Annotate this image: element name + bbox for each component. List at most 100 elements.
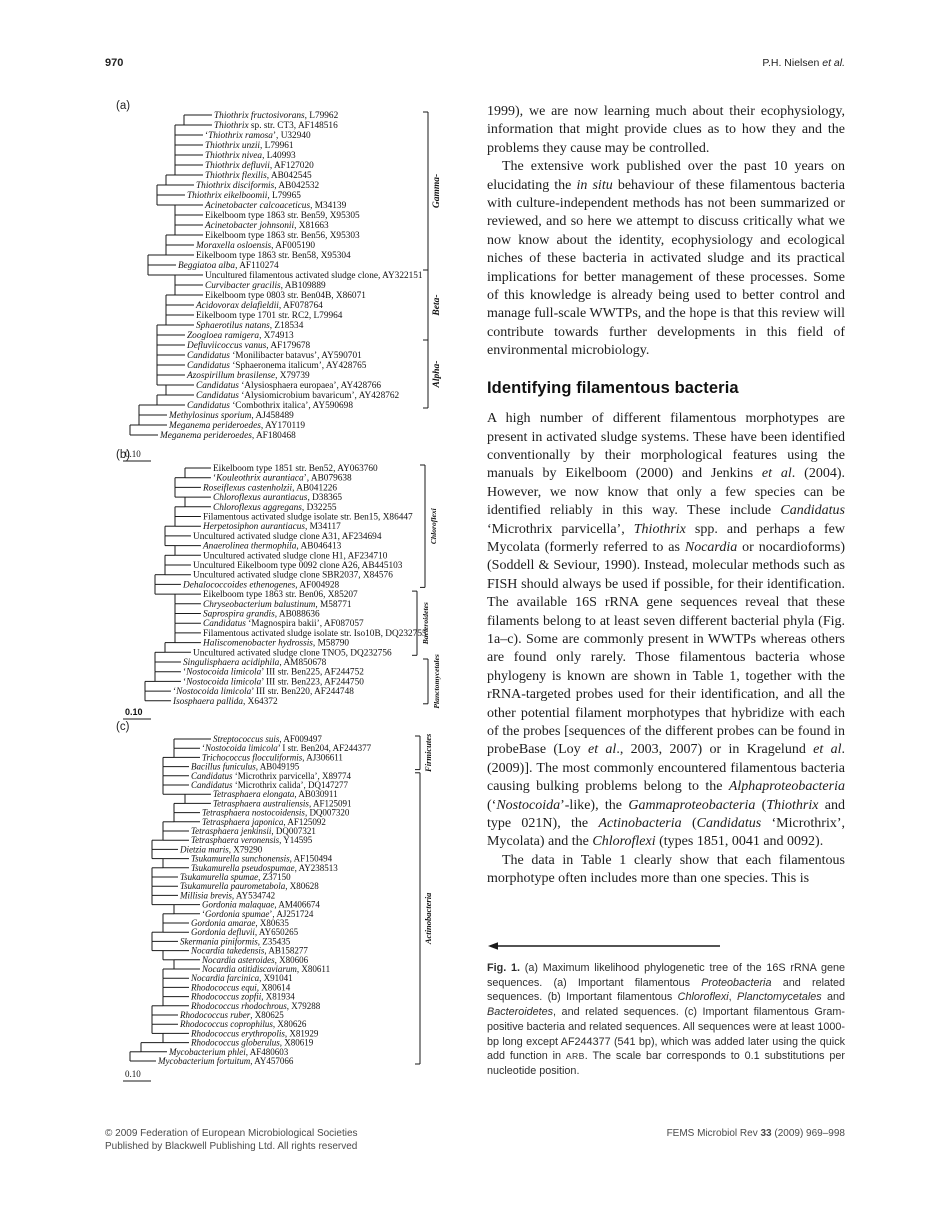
taxon-label: Acinetobacter calcoaceticus, M34139 [204, 201, 347, 211]
panel-a-tag: (a) [116, 100, 131, 112]
taxon-label: Rhodococcus zopfii, X81934 [190, 992, 295, 1002]
paragraph: The extensive work published over the pa… [487, 159, 845, 359]
taxon-label: Tetrasphaera australiensis, AF125091 [213, 798, 351, 808]
taxon-label: Mycobacterium phlei, AF480603 [168, 1047, 289, 1057]
taxon-label: Thiothrix nivea, L40993 [205, 151, 296, 161]
clade-group-label: Actinobacteria [423, 892, 433, 945]
taxon-label: Singulisphaera acidiphila, AM850678 [183, 658, 327, 668]
taxon-label: Haliscomenobacter hydrossis, M58790 [202, 639, 349, 649]
phylogenetic-tree-c: Streptococcus suis, AF009497‘Nostocoida … [123, 733, 433, 1082]
taxon-label: ‘Kouleothrix aurantiaca’, AB079638 [213, 474, 352, 484]
page-footer: © 2009 Federation of European Microbiolo… [105, 1127, 845, 1153]
taxon-label: Filamentous activated sludge isolate str… [203, 513, 413, 523]
taxon-label: Curvibacter gracilis, AB109889 [205, 281, 326, 291]
taxon-label: Trichococcus flocculiformis, AJ306611 [202, 752, 343, 762]
taxon-label: Nocardia otitidiscaviarum, X80611 [201, 964, 330, 974]
taxon-label: Gordonia defluvii, AY650265 [191, 927, 299, 937]
taxon-label: ‘Nostocoida limicola’ I str. Ben204, AF2… [202, 743, 372, 753]
taxon-label: Filamentous activated sludge isolate str… [203, 629, 427, 639]
taxon-label: Roseiflexus castenholzii, AB041226 [202, 482, 337, 493]
taxon-label: Methylosinus sporium, AJ458489 [168, 411, 294, 421]
taxon-label: Chloroflexus aggregans, D32255 [213, 502, 337, 513]
clade-group-label: Chloroflexi [429, 507, 438, 544]
taxon-label: Uncultured activated sludge clone A31, A… [193, 532, 382, 542]
taxon-label: Thiothrix unzii, L79961 [205, 141, 294, 151]
scale-bar-label: 0.10 [125, 449, 141, 459]
taxon-label: Dietzia maris, X79290 [179, 844, 263, 854]
clade-group-label: Planctomycetales [432, 654, 441, 708]
journal-citation: FEMS Microbiol Rev 33 (2009) 969–998 [666, 1128, 845, 1139]
taxon-label: Acidovorax delafieldii, AF078764 [195, 300, 323, 311]
taxon-label: Dehalococcoides ethenogenes, AF004928 [182, 580, 340, 590]
taxon-label: ‘Nostocoida limicola’ III str. Ben225, A… [183, 668, 364, 678]
taxon-label: Candidatus ‘Combothrix italica’, AY59069… [187, 401, 353, 411]
taxon-label: Tetrasphaera veronensis, Y14595 [191, 835, 313, 845]
taxon-label: Chloroflexus aurantiacus, D38365 [213, 492, 342, 503]
taxon-label: Uncultured activated sludge clone SBR203… [193, 571, 393, 581]
taxon-label: Thiothrix sp. str. CT3, AF148516 [214, 121, 338, 131]
taxon-label: ‘Nostocoida limicola’ III str. Ben220, A… [173, 687, 354, 697]
taxon-label: Skermania piniformis, Z35435 [180, 936, 291, 946]
paragraph: 1999), we are now learning much about th… [487, 104, 845, 156]
clade-group-label: Bacteroidetes [421, 602, 430, 645]
taxon-label: Nocardia takedensis, AB158277 [190, 946, 308, 956]
scale-bar-label: 0.10 [125, 707, 143, 717]
taxon-label: Tsukamurella paurometabola, X80628 [180, 881, 319, 891]
taxon-label: Gordonia amarae, X80635 [191, 918, 289, 928]
taxon-label: Candidatus ‘Alysiosphaera europaea’, AY4… [196, 381, 381, 391]
panel-c-tag: (c) [116, 721, 130, 733]
taxon-label: Bacillus funiculus, AB049195 [191, 762, 300, 772]
figure-pointer-arrow [488, 942, 720, 950]
taxon-label: Eikelboom type 0803 str. Ben04B, X86071 [205, 291, 366, 301]
taxon-label: Candidatus ‘Microthrix calida’, DQ147277 [191, 780, 348, 790]
taxon-label: Sphaerotilus natans, Z18534 [196, 321, 304, 331]
copyright-line: © 2009 Federation of European Microbiolo… [105, 1128, 358, 1139]
taxon-label: Nocardia asteroides, X80606 [201, 955, 309, 965]
panel-b-tag: (b) [116, 449, 131, 461]
taxon-label: Gordonia malaquae, AM406674 [202, 900, 320, 910]
figure-caption: Fig. 1. (a) Maximum likelihood phylogene… [487, 962, 846, 1077]
taxon-label: Tetrasphaera elongata, AB030911 [213, 789, 338, 799]
taxon-label: Tetrasphaera nostocoidensis, DQ007320 [202, 808, 350, 818]
taxon-label: Thiothrix eikelboomii, L79965 [187, 191, 301, 201]
taxon-label: Uncultured filamentous activated sludge … [205, 270, 423, 281]
taxon-label: Meganema perideroedes, AY170119 [168, 421, 305, 431]
page-number: 970 [105, 57, 124, 69]
taxon-label: Defluviicoccus vanus, AF179678 [186, 340, 311, 351]
taxon-label: Rhodococcus equi, X80614 [190, 982, 291, 992]
taxon-label: ‘Nostocoida limicola’ III str. Ben223, A… [183, 677, 364, 687]
running-head-author: P.H. Nielsen et al. [762, 57, 845, 69]
taxon-label: Moraxella osloensis, AF005190 [195, 241, 315, 251]
taxon-label: Acinetobacter johnsonii, X81663 [204, 221, 329, 231]
paragraph: The data in Table 1 clearly show that ea… [487, 852, 845, 887]
taxon-label: Thiothrix disciformis, AB042532 [196, 180, 320, 191]
taxon-label: Uncultured Eikelboom type 0092 clone A26… [193, 561, 403, 571]
taxon-label: Beggiatoa alba, AF110274 [178, 261, 279, 271]
taxon-label: Eikelboom type 1701 str. RC2, L79964 [196, 311, 343, 321]
phylogenetic-tree-b: Eikelboom type 1851 str. Ben52, AY063760… [123, 464, 441, 720]
taxon-label: Mycobacterium fortuitum, AY457066 [157, 1056, 294, 1066]
taxon-label: Tetrasphaera jenkinsii, DQ007321 [191, 826, 316, 836]
taxon-label: Eikelboom type 1851 str. Ben52, AY063760 [213, 464, 378, 474]
page-header: 970 P.H. Nielsen et al. [105, 57, 845, 69]
taxon-label: Chryseobacterium balustinum, M58771 [203, 600, 352, 610]
taxon-label: Eikelboom type 1863 str. Ben59, X95305 [205, 211, 360, 221]
clade-group-label: Gamma- [432, 174, 442, 208]
taxon-label: Streptococcus suis, AF009497 [213, 734, 322, 744]
clade-group-label: Beta- [432, 294, 442, 316]
taxon-label: Eikelboom type 1863 str. Ben56, X95303 [205, 231, 360, 241]
taxon-label: Rhodococcus globerulus, X80619 [190, 1038, 314, 1048]
clade-group-label: Firmicutes [423, 733, 433, 773]
taxon-label: Azospirillum brasilense, X79739 [186, 371, 310, 381]
clade-group-label: Alpha- [432, 361, 442, 389]
taxon-label: Tetrasphaera japonica, AF125092 [202, 817, 326, 827]
taxon-label: Eikelboom type 1863 str. Ben58, X95304 [196, 251, 351, 261]
paragraph: A high number of different filamentous m… [487, 411, 845, 850]
taxon-label: Rhodococcus erythropolis, X81929 [190, 1028, 319, 1038]
taxon-label: Rhodococcus rhodochrous, X79288 [190, 1001, 321, 1011]
taxon-label: Millisia brevis, AY534742 [179, 890, 275, 900]
taxon-label: Thiothrix fructosivorans, L79962 [214, 110, 339, 121]
taxon-label: Nocardia farcinica, X91041 [190, 973, 293, 983]
taxon-label: Uncultured activated sludge clone H1, AF… [203, 551, 388, 561]
